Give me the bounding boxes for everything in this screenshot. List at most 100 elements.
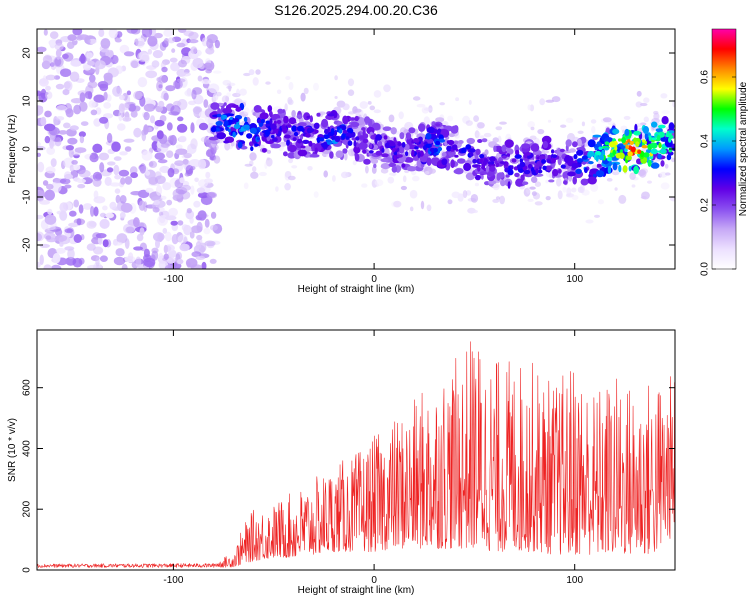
spectral-cell xyxy=(185,165,194,175)
spectral-cell xyxy=(306,127,313,134)
spectral-cell xyxy=(367,101,372,105)
x-tick-label: -100 xyxy=(163,274,183,285)
spectral-cell xyxy=(213,70,222,74)
spectral-cell xyxy=(124,146,132,152)
spectral-cell xyxy=(365,165,369,174)
spectral-cell xyxy=(232,118,240,123)
spectral-cell xyxy=(409,144,415,150)
spectral-cell xyxy=(196,187,205,194)
spectral-cell xyxy=(362,149,367,154)
spectral-cell xyxy=(565,139,572,147)
spectral-cell xyxy=(416,103,426,108)
spectral-cell xyxy=(537,129,545,135)
spectral-cell xyxy=(392,172,396,177)
spectral-cell xyxy=(204,218,210,228)
spectral-cell xyxy=(580,178,589,186)
spectral-cell xyxy=(352,160,357,166)
spectral-cell xyxy=(265,157,273,167)
spectral-cell xyxy=(441,158,448,166)
spectral-cell xyxy=(506,148,514,155)
spectral-cell xyxy=(409,189,418,199)
spectral-cell xyxy=(369,105,376,111)
spectral-cell xyxy=(90,206,95,217)
spectral-cell xyxy=(176,42,186,48)
spectral-cell xyxy=(598,146,603,151)
spectral-cell xyxy=(109,201,117,210)
spectral-cell xyxy=(439,102,446,106)
spectral-cell xyxy=(527,163,533,169)
spectral-cell xyxy=(210,102,220,110)
spectral-cell xyxy=(283,115,289,124)
spectral-cell xyxy=(125,226,135,234)
spectral-cell xyxy=(63,122,71,129)
spectral-cell xyxy=(492,198,500,203)
spectral-cell xyxy=(93,190,99,199)
spectral-cell xyxy=(287,99,294,106)
spectral-cell xyxy=(545,99,555,103)
spectral-cell xyxy=(484,149,489,156)
spectral-cell xyxy=(534,201,543,206)
spectral-cell xyxy=(334,129,338,137)
x-tick-label: 100 xyxy=(566,575,583,586)
spectral-cell xyxy=(462,190,468,199)
spectral-cell xyxy=(650,142,658,149)
spectral-cell xyxy=(55,116,65,121)
spectral-cell xyxy=(155,185,163,196)
spectrogram-y-label: Frequency (Hz) xyxy=(7,115,18,184)
spectral-cell xyxy=(405,151,409,157)
spectral-cell xyxy=(551,154,558,159)
spectral-cell xyxy=(177,258,184,265)
spectral-cell xyxy=(505,174,510,178)
spectral-cell xyxy=(545,165,552,171)
spectral-cell xyxy=(388,114,395,123)
spectral-cell xyxy=(519,161,526,168)
spectral-cell xyxy=(136,233,144,242)
spectral-cell xyxy=(447,199,453,205)
spectral-cell xyxy=(250,171,259,179)
spectral-cell xyxy=(489,165,496,172)
spectral-cell xyxy=(392,147,396,153)
spectral-cell xyxy=(617,138,622,142)
spectral-cell xyxy=(195,255,206,260)
spectral-cell xyxy=(255,69,261,75)
spectral-cell xyxy=(139,163,146,174)
spectral-cell xyxy=(412,175,420,182)
spectral-cell xyxy=(188,31,199,40)
spectral-cell xyxy=(340,171,349,179)
spectral-cell xyxy=(275,186,279,192)
spectral-cell xyxy=(163,92,169,101)
spectral-cell xyxy=(489,156,496,162)
spectral-cell xyxy=(65,145,74,151)
spectral-cell xyxy=(233,123,241,129)
spectral-cell xyxy=(368,150,374,154)
spectral-cell xyxy=(577,138,582,147)
spectral-cell xyxy=(519,158,524,163)
spectral-cell xyxy=(59,202,69,213)
colorbar-tick-label: 0.4 xyxy=(700,134,711,148)
spectral-cell xyxy=(277,108,284,114)
spectral-cell xyxy=(243,72,251,77)
spectral-cell xyxy=(472,158,477,164)
spectral-cell xyxy=(515,149,520,156)
spectral-cell xyxy=(235,106,242,112)
spectral-cell xyxy=(476,131,481,139)
spectral-cell xyxy=(653,112,660,121)
spectral-cell xyxy=(542,141,549,149)
spectral-cell xyxy=(205,47,215,55)
spectral-cell xyxy=(383,135,388,140)
spectral-cell xyxy=(450,159,455,169)
spectral-cell xyxy=(659,171,668,178)
spectral-cell xyxy=(587,150,595,157)
spectral-cell xyxy=(214,39,220,49)
spectral-cell xyxy=(78,169,91,178)
spectral-cell xyxy=(143,257,156,268)
spectral-cell xyxy=(313,82,319,91)
y-tick-label: -10 xyxy=(22,189,33,204)
spectral-cell xyxy=(56,105,68,112)
spectral-cell xyxy=(393,200,402,208)
spectral-cell xyxy=(264,162,268,170)
spectral-cell xyxy=(148,160,158,168)
spectral-cell xyxy=(167,37,176,44)
spectral-cell xyxy=(47,208,53,215)
